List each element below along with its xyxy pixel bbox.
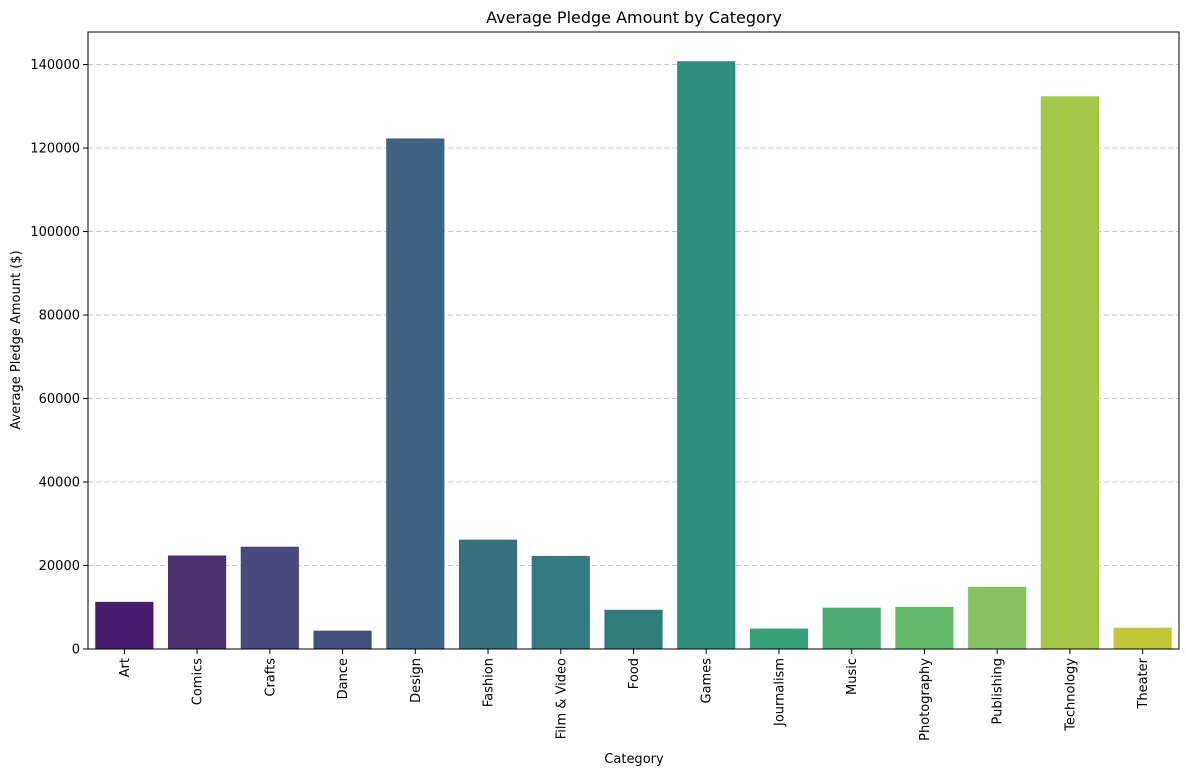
x-tick-label: Music [845,658,860,695]
bar-film-video [531,555,590,649]
x-tick-label: Crafts [263,658,278,697]
bar-fashion [458,539,518,649]
bar-crafts [240,546,299,649]
x-tick-label: Journalism [772,658,787,727]
x-tick-label: Design [409,658,424,703]
bar-journalism [749,628,809,649]
y-tick-label: 120000 [30,142,80,157]
x-tick-label: Film & Video [554,658,569,739]
x-tick-label: Art [118,658,133,677]
bar-comics [168,555,227,649]
x-tick-label: Technology [1063,658,1078,732]
y-tick-label: 60000 [39,392,80,407]
bar-food [604,609,663,649]
x-axis: Art Comics Crafts Dance Design Fashion Film & … [118,649,1151,741]
x-tick-label: Publishing [991,658,1006,724]
x-tick-label: Comics [191,658,206,705]
y-tick-label: 80000 [39,309,80,324]
bar-games [677,61,736,649]
chart-title: Average Pledge Amount by Category [486,8,782,27]
bar-publishing [968,586,1027,649]
y-tick-label: 40000 [39,476,80,491]
y-axis: 0 20000 40000 60000 80000 100000 120000 140000 [30,58,88,658]
bar-art [95,601,154,649]
x-tick-label: Dance [336,658,351,699]
x-tick-label: Games [700,658,715,704]
x-tick-label: Photography [918,658,933,741]
y-axis-label: Average Pledge Amount ($) [9,250,24,429]
y-tick-label: 0 [72,643,80,658]
bar-photography [895,606,954,649]
x-tick-label: Fashion [482,658,497,707]
y-tick-label: 140000 [30,58,80,73]
y-tick-label: 20000 [39,559,80,574]
bar-music [822,607,881,649]
y-tick-label: 100000 [30,225,80,240]
x-tick-label: Food [627,658,642,689]
bar-design [386,138,445,649]
x-tick-label: Theater [1136,657,1151,709]
bars [95,61,1172,650]
x-axis-label: Category [604,752,664,767]
bar-technology [1040,96,1099,650]
bar-dance [313,630,372,649]
gridlines [88,64,1179,567]
bar-theater [1113,627,1172,649]
